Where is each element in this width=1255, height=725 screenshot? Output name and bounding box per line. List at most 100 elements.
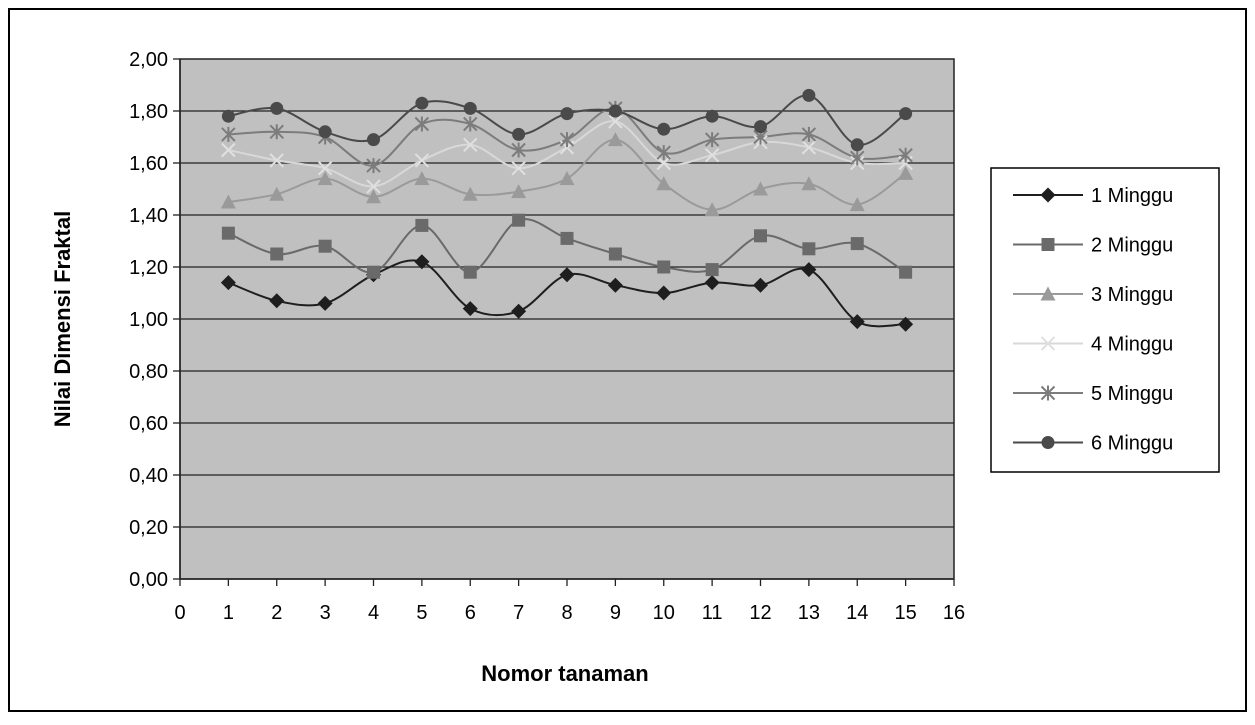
x-tick-label: 5 — [416, 602, 427, 624]
data-point-2 — [802, 242, 816, 256]
data-point-6 — [415, 96, 429, 110]
data-point-6 — [512, 127, 526, 141]
data-point-5 — [221, 126, 236, 142]
legend-marker — [1040, 385, 1056, 401]
legend-marker — [1040, 336, 1056, 351]
data-point-1 — [511, 303, 527, 319]
x-tick-label: 0 — [174, 602, 185, 624]
data-point-5 — [704, 132, 720, 148]
data-point-6 — [367, 133, 380, 147]
x-tick-label: 7 — [513, 602, 524, 624]
x-tick-label: 8 — [561, 602, 572, 624]
data-point-1 — [656, 285, 672, 301]
data-point-2 — [270, 247, 284, 261]
x-tick-labels: 0 1 2 3 4 5 6 7 8 9 10 11 12 13 14 15 16 — [174, 602, 965, 624]
x-tick-label: 9 — [610, 602, 621, 624]
y-tick-label: 0,00 — [129, 569, 168, 591]
legend-marker — [1041, 436, 1055, 449]
data-point-4 — [463, 137, 478, 153]
data-point-6 — [754, 120, 767, 134]
x-tick-label: 16 — [943, 602, 965, 624]
data-point-3 — [317, 171, 333, 186]
y-tick-label: 0,80 — [129, 361, 168, 383]
y-tick-label: 1,20 — [129, 257, 168, 279]
data-point-5 — [656, 145, 671, 161]
data-point-6 — [705, 109, 719, 123]
x-axis-title: Nomor tanaman — [481, 661, 648, 686]
data-point-2 — [754, 229, 767, 243]
data-point-4 — [801, 140, 817, 155]
data-point-5 — [898, 147, 913, 163]
data-point-1 — [607, 277, 623, 293]
y-tick-label: 0,60 — [129, 413, 168, 435]
legend-label: 3 Minggu — [1091, 284, 1173, 306]
data-point-6 — [657, 122, 671, 136]
y-tick-label: 2,00 — [129, 49, 168, 71]
data-point-4 — [317, 160, 333, 176]
legend-marker — [1041, 238, 1055, 251]
data-point-5 — [463, 116, 478, 132]
data-point-4 — [704, 147, 720, 163]
data-point-2 — [415, 218, 429, 232]
data-point-6 — [560, 107, 574, 121]
data-point-3 — [801, 176, 817, 191]
data-point-3 — [849, 197, 865, 212]
data-point-4 — [608, 114, 623, 129]
data-point-6 — [802, 88, 816, 102]
x-tick-label: 4 — [368, 602, 379, 624]
y-axis-title: Nilai Dimensi Fraktal — [50, 211, 75, 427]
data-point-5 — [801, 126, 817, 142]
x-tick-label: 13 — [798, 602, 820, 624]
x-tick-label: 11 — [702, 602, 723, 624]
data-point-2 — [463, 265, 477, 279]
y-tick-label: 1,60 — [129, 153, 168, 175]
data-point-6 — [850, 138, 864, 152]
legend-box — [990, 167, 1220, 473]
data-point-2 — [221, 226, 235, 240]
y-tick-label: 1,00 — [129, 309, 168, 331]
data-point-3 — [511, 184, 527, 199]
data-point-1 — [559, 267, 575, 283]
data-point-1 — [220, 275, 236, 291]
data-point-5 — [366, 158, 381, 174]
data-point-2 — [367, 265, 380, 279]
data-point-2 — [608, 247, 622, 261]
y-tick-label: 0,20 — [129, 517, 168, 539]
data-point-3 — [462, 186, 478, 201]
axes — [179, 59, 955, 586]
legend-label: 5 Minggu — [1091, 383, 1173, 405]
data-point-3 — [559, 171, 575, 186]
legend-label: 1 Minggu — [1091, 185, 1173, 207]
data-point-6 — [221, 109, 235, 123]
legend-marker — [1040, 187, 1056, 203]
data-point-1 — [898, 316, 914, 332]
legend-marker — [1040, 286, 1056, 301]
data-point-3 — [898, 165, 914, 180]
y-tick-label: 0,40 — [129, 465, 168, 487]
x-tick-label: 14 — [846, 602, 868, 624]
data-point-2 — [318, 239, 332, 253]
data-point-1 — [753, 277, 768, 293]
data-point-4 — [414, 153, 430, 168]
series-markers — [220, 88, 914, 332]
x-tick-label: 3 — [320, 602, 331, 624]
x-tick-label: 15 — [895, 602, 917, 624]
x-tick-label: 10 — [653, 602, 675, 624]
data-point-3 — [220, 194, 236, 209]
data-point-2 — [560, 231, 574, 245]
y-tick-labels: 0,00 0,20 0,40 0,60 0,80 1,00 1,20 1,40 1,60 1,80… — [129, 49, 168, 591]
data-point-6 — [608, 104, 622, 118]
data-point-2 — [899, 265, 913, 279]
data-point-4 — [656, 155, 671, 171]
data-point-3 — [704, 202, 720, 217]
legend-label: 4 Minggu — [1091, 334, 1173, 356]
data-point-4 — [366, 179, 381, 194]
data-point-6 — [318, 125, 332, 139]
data-point-3 — [656, 176, 672, 191]
data-point-1 — [801, 262, 817, 278]
data-point-1 — [414, 254, 430, 270]
data-point-1 — [704, 275, 720, 291]
data-point-4 — [269, 153, 284, 168]
